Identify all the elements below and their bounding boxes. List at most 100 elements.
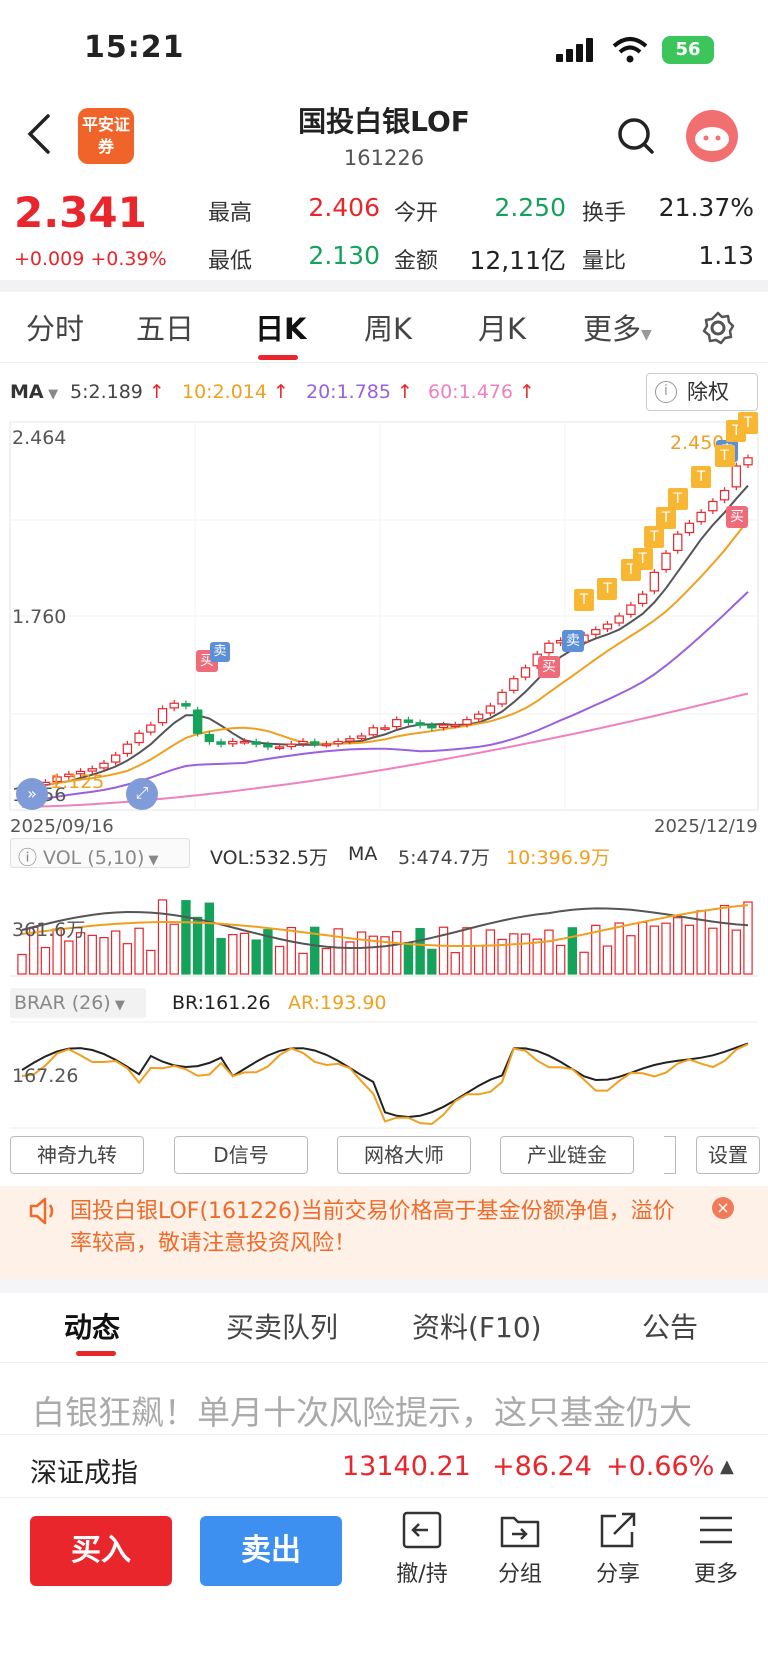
candle <box>99 762 109 769</box>
group-label: 分组 <box>497 1562 542 1587</box>
risk-notice <box>0 1186 768 1279</box>
candle <box>192 709 203 734</box>
vol-y-label: 361.6万 <box>12 919 86 941</box>
ma-selector[interactable]: MA ▼ <box>10 381 58 403</box>
volume-bar <box>17 953 27 975</box>
volume-bar <box>661 922 671 975</box>
up-arrow-icon: ↑ <box>390 381 413 403</box>
candle <box>345 738 355 742</box>
amount-label: 金额 <box>394 249 439 274</box>
vol-ma10: 10:396.9万 <box>506 847 610 869</box>
volume-bar <box>544 929 554 975</box>
ex-rights-label: 除权 <box>687 380 729 404</box>
settings-button[interactable]: 设置 <box>696 1136 760 1174</box>
more-button[interactable]: 更多 <box>676 1510 756 1588</box>
wifi-icon <box>612 37 648 63</box>
vol-selector[interactable] <box>10 838 190 868</box>
tab-weekly-k[interactable]: 周K <box>364 312 413 346</box>
tab-monthly-k[interactable]: 月K <box>478 312 527 346</box>
tab-five-day[interactable]: 五日 <box>136 312 195 346</box>
volume-bar <box>684 924 695 975</box>
volume-bar <box>228 934 238 975</box>
volume-bar <box>134 927 144 975</box>
divider <box>0 1279 768 1293</box>
volume-bar <box>333 928 343 975</box>
candle <box>263 743 273 748</box>
back-icon[interactable] <box>26 114 52 154</box>
date-start: 2025/09/16 <box>10 816 114 837</box>
volume-bar <box>579 951 589 975</box>
cancel-hold-button[interactable]: 撤/持 <box>382 1510 462 1588</box>
close-icon[interactable]: × <box>712 1197 734 1219</box>
volume-bar <box>427 948 437 975</box>
grid-master-button[interactable]: 网格大师 <box>337 1136 471 1174</box>
low-value: 2.130 <box>308 241 380 270</box>
share-button[interactable]: 分享 <box>578 1510 658 1588</box>
index-ticker[interactable] <box>0 1434 768 1498</box>
candle <box>380 727 390 730</box>
fullscreen-icon[interactable]: ⤢ <box>126 778 158 810</box>
volume-bar <box>509 933 519 975</box>
tab-more[interactable]: 更多▼ <box>583 306 652 348</box>
tab-order-queue[interactable]: 买卖队列 <box>226 1311 339 1344</box>
tab-dynamics[interactable]: 动态 <box>64 1311 121 1344</box>
candle <box>298 740 308 745</box>
magic-nine-button[interactable]: 神奇九转 <box>10 1136 144 1174</box>
brar-label-text: BRAR (26) <box>14 992 111 1014</box>
tab-timeshare[interactable]: 分时 <box>26 312 85 346</box>
up-arrow-icon: ↑ <box>142 381 165 403</box>
overflow-pill[interactable] <box>664 1136 676 1174</box>
last-price: 2.341 <box>14 188 147 237</box>
share-label: 分享 <box>595 1562 640 1587</box>
volume-bar <box>380 936 390 975</box>
volume-bar <box>40 946 51 975</box>
volume-chart[interactable] <box>0 868 768 978</box>
index-value: 13140.21 <box>342 1451 471 1482</box>
gear-icon[interactable] <box>700 310 736 346</box>
tab-daily-k[interactable]: 日K <box>255 312 307 346</box>
group-button[interactable]: 分组 <box>480 1510 560 1588</box>
volume-ratio-label: 量比 <box>582 249 627 274</box>
volume-bar <box>310 926 320 975</box>
open-value: 2.250 <box>494 193 566 222</box>
price-chart[interactable] <box>0 420 768 840</box>
tab-f10[interactable]: 资料(F10) <box>412 1311 542 1344</box>
signal-icon <box>556 38 593 62</box>
candle <box>626 604 636 615</box>
volume-bar <box>64 940 74 975</box>
volume-bar <box>403 942 414 975</box>
candle <box>719 489 730 501</box>
volume-bar <box>602 945 613 975</box>
buy-button[interactable]: 买入 <box>30 1516 172 1586</box>
volume-bar <box>462 927 472 975</box>
vol-ma10-line <box>21 904 749 947</box>
brar-selector[interactable] <box>10 988 146 1018</box>
sell-button[interactable]: 卖出 <box>200 1516 342 1586</box>
folder-icon <box>500 1516 540 1548</box>
candle <box>438 724 449 729</box>
volume-bar <box>345 941 355 975</box>
volume-bar <box>731 929 741 975</box>
candle <box>614 615 624 624</box>
industry-chain-button[interactable]: 产业链金 <box>500 1136 634 1174</box>
candle <box>87 768 97 772</box>
ma-label: MA <box>10 381 44 403</box>
ma10-line <box>21 519 749 789</box>
tab-announcements[interactable]: 公告 <box>642 1311 699 1344</box>
search-icon[interactable] <box>616 116 656 156</box>
d-signal-button[interactable]: D信号 <box>174 1136 308 1174</box>
risk-notice-text: 国投白银LOF(161226)当前交易价格高于基金份额净值，溢价率较高，敬请注意… <box>70 1199 675 1256</box>
buy-signal-badge: 买 <box>538 656 560 678</box>
ma5-line <box>21 484 749 789</box>
speaker-icon <box>29 1197 54 1225</box>
news-headline[interactable]: 白银狂飙！单月十次风险提示，这只基金仍大 <box>32 1393 692 1432</box>
assistant-avatar[interactable] <box>686 110 738 162</box>
t-signal-marker: T <box>667 488 688 511</box>
brar-chart[interactable] <box>0 1020 768 1130</box>
chevron-up-icon[interactable]: ▲ <box>720 1456 734 1477</box>
expand-left-icon[interactable]: » <box>16 778 48 810</box>
cancel-order-icon <box>402 1511 442 1549</box>
candle <box>310 741 320 745</box>
ex-rights-button[interactable]: i 除权 <box>646 373 758 411</box>
active-tab-indicator <box>258 355 298 360</box>
